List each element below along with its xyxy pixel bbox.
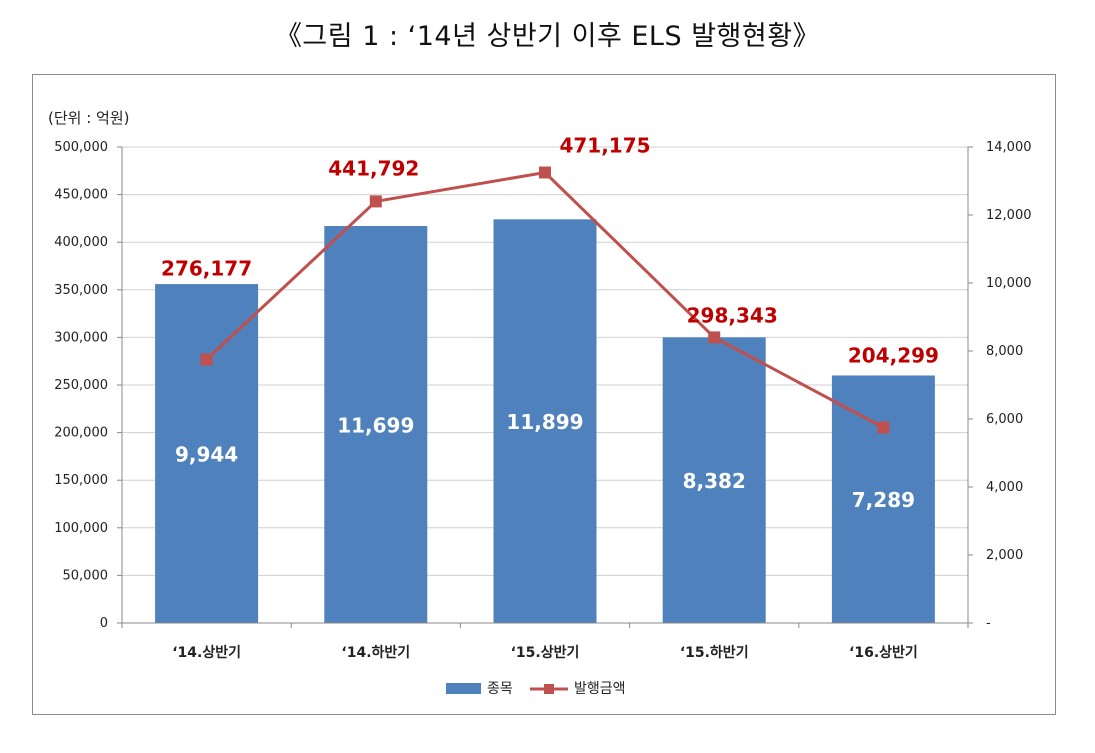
bar <box>831 375 935 623</box>
left-tick-label: 500,000 <box>54 140 108 155</box>
left-tick-label: 400,000 <box>54 235 108 250</box>
left-tick-label: 300,000 <box>54 330 108 345</box>
bar <box>493 219 597 624</box>
line-value-label: 276,177 <box>161 257 252 281</box>
line-value-label: 441,792 <box>328 156 419 180</box>
unit-label: (단위 : 억원) <box>48 109 130 127</box>
left-tick-label: 200,000 <box>54 426 108 441</box>
left-tick-label: 50,000 <box>63 568 109 583</box>
line-marker <box>200 353 213 366</box>
line-marker <box>877 421 890 434</box>
chart-frame <box>32 74 1056 715</box>
left-tick-label: 250,000 <box>54 378 108 393</box>
axes: 0 50,000 100,000 150,000 200,000 250,000 300,0… <box>54 140 1031 661</box>
left-tick-label: 100,000 <box>54 521 108 536</box>
category-label: ‘16.상반기 <box>849 644 918 661</box>
bar-value-label: 11,699 <box>337 414 414 438</box>
right-tick-label: 12,000 <box>986 208 1032 223</box>
right-tick-label: 4,000 <box>986 480 1023 495</box>
legend-line-marker <box>544 684 554 694</box>
bar-value-label: 8,382 <box>683 469 746 493</box>
left-tick-label: 450,000 <box>54 188 108 203</box>
bar <box>662 337 766 623</box>
legend: 종목 발행금액 <box>446 681 626 697</box>
left-tick-label: 350,000 <box>54 283 108 298</box>
legend-bar-label: 종목 <box>487 681 513 697</box>
bar <box>324 226 428 624</box>
bar-series <box>155 219 935 624</box>
right-tick-label: 14,000 <box>986 140 1032 155</box>
category-label: ‘15.하반기 <box>680 644 749 661</box>
line-value-label: 471,175 <box>559 134 650 158</box>
line-series <box>200 166 890 434</box>
right-tick-label: 8,000 <box>986 344 1023 359</box>
category-label: ‘15.상반기 <box>511 644 580 661</box>
line-marker <box>539 166 551 179</box>
bar-value-label: 7,289 <box>852 488 915 512</box>
bar-value-label: 11,899 <box>506 410 583 434</box>
legend-line-label: 발행금액 <box>574 681 626 697</box>
legend-bar-swatch <box>446 683 481 694</box>
right-tick-label: 6,000 <box>986 412 1023 427</box>
category-label: ‘14.상반기 <box>172 644 241 661</box>
line-marker <box>369 195 382 208</box>
line-marker <box>708 331 721 344</box>
right-tick-label: 2,000 <box>986 548 1023 563</box>
bar-value-label: 9,944 <box>175 443 238 467</box>
category-label: ‘14.하반기 <box>341 644 410 661</box>
chart-caption: 《그림 1 : ‘14년 상반기 이후 ELS 발행현황》 <box>274 21 821 52</box>
left-tick-label: 0 <box>100 616 108 631</box>
line-value-label: 298,343 <box>687 303 778 327</box>
line-value-label: 204,299 <box>848 344 939 368</box>
left-tick-label: 150,000 <box>54 473 108 488</box>
right-tick-label: 10,000 <box>986 276 1032 291</box>
right-tick-label: - <box>986 616 991 631</box>
bar <box>155 284 259 623</box>
data-labels: 9,944 11,699 11,899 8,382 7,289 276,177 441,79… <box>161 134 939 513</box>
